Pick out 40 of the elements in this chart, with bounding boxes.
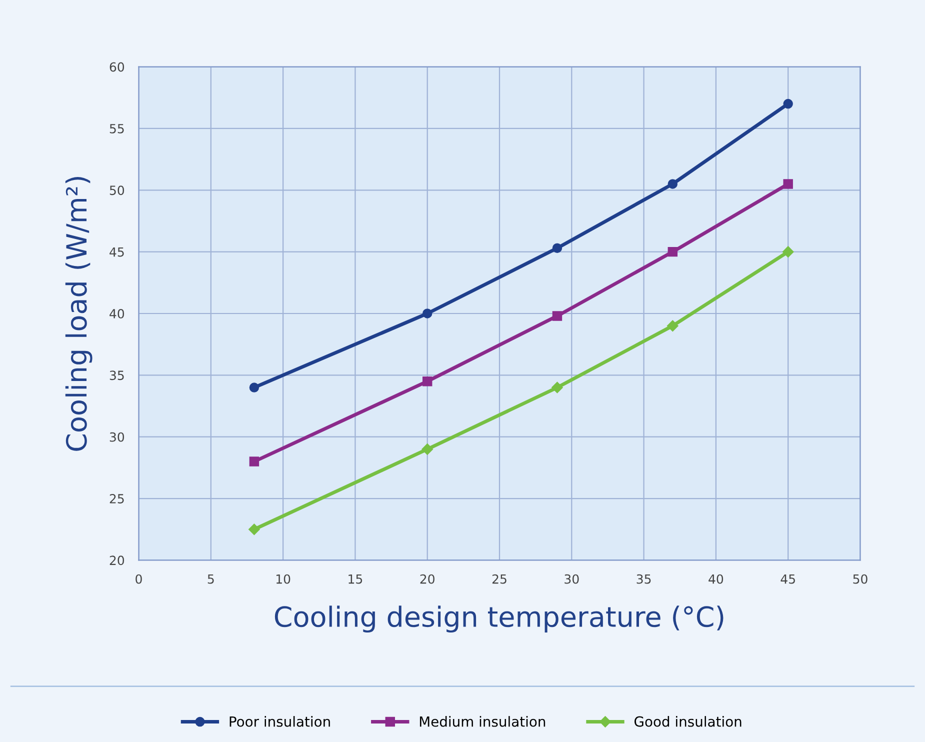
legend-label: Poor insulation — [230, 716, 330, 727]
point — [552, 311, 562, 321]
legend-label: Medium insulation — [420, 716, 546, 727]
y-tick-label: 60 — [110, 62, 124, 72]
x-tick-label: 15 — [348, 574, 362, 584]
x-tick-label: 30 — [564, 574, 579, 584]
point — [552, 382, 563, 394]
point — [249, 456, 260, 466]
point — [552, 243, 562, 253]
y-tick-label: 55 — [110, 124, 124, 134]
x-tick-label: 25 — [492, 574, 506, 584]
point — [783, 179, 793, 189]
point — [422, 376, 432, 386]
x-axis-title: Cooling design temperature (°C) — [274, 606, 724, 633]
x-tick-label: 35 — [636, 574, 651, 584]
y-tick-label: 45 — [110, 247, 124, 257]
x-tick-label: 50 — [853, 574, 868, 584]
y-tick-label: 25 — [110, 494, 124, 504]
y-axis-title: Cooling load (W/m²) — [65, 176, 92, 451]
y-tick-label: 50 — [110, 186, 124, 196]
legend-label: Good insulation — [634, 716, 742, 727]
point — [782, 246, 794, 258]
x-tick-label: 10 — [276, 574, 290, 584]
point — [422, 308, 432, 318]
x-tick-label: 5 — [208, 574, 214, 584]
point — [783, 98, 793, 109]
x-tick-label: 45 — [780, 574, 795, 584]
y-tick-label: 35 — [110, 370, 124, 380]
y-tick-label: 20 — [110, 556, 124, 566]
point — [667, 320, 678, 332]
x-tick-label: 0 — [136, 574, 142, 584]
y-tick-label: 40 — [110, 308, 124, 318]
x-tick-label: 20 — [420, 574, 434, 584]
point — [422, 444, 433, 455]
point — [668, 246, 678, 257]
point — [248, 524, 260, 535]
point — [668, 179, 678, 189]
x-tick-label: 40 — [708, 574, 724, 584]
point — [249, 382, 260, 392]
y-tick-label: 30 — [110, 432, 124, 442]
